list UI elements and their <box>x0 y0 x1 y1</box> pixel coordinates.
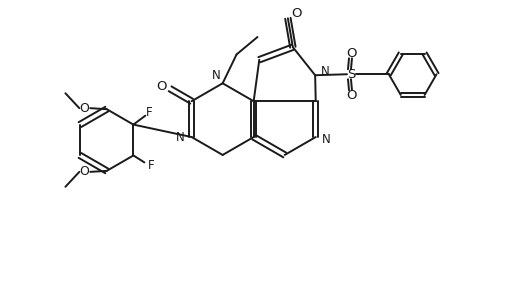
Text: N: N <box>176 131 185 144</box>
Text: O: O <box>291 7 301 20</box>
Text: N: N <box>212 69 221 82</box>
Text: O: O <box>346 89 357 102</box>
Text: S: S <box>346 68 355 81</box>
Text: O: O <box>346 47 357 60</box>
Text: O: O <box>79 165 89 178</box>
Text: N: N <box>320 65 329 78</box>
Text: N: N <box>322 133 330 146</box>
Text: O: O <box>156 80 166 93</box>
Text: F: F <box>146 106 153 119</box>
Text: F: F <box>147 159 154 172</box>
Text: O: O <box>79 102 89 115</box>
